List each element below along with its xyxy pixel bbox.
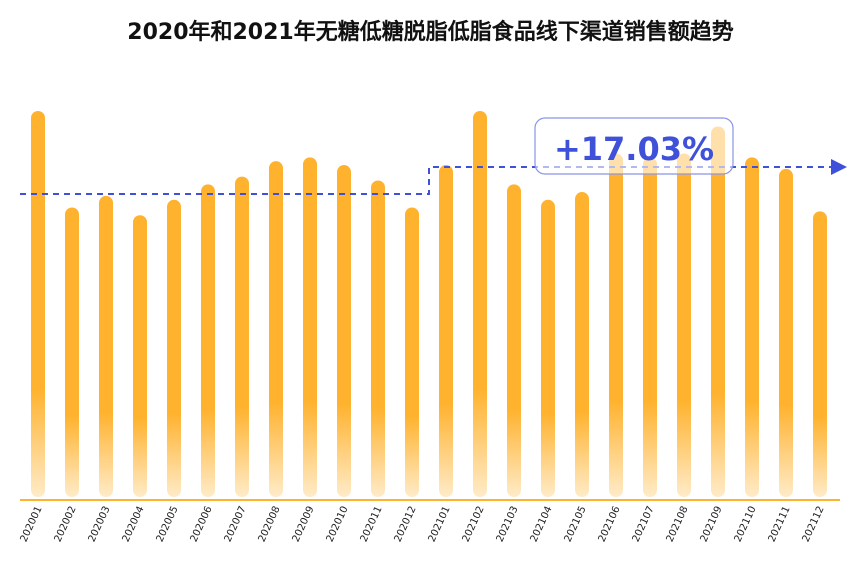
bar-202003 <box>99 195 113 498</box>
bar-202107 <box>643 157 657 497</box>
bar-202106 <box>609 153 623 497</box>
x-tick-label: 202005 <box>155 505 181 544</box>
x-tick-label: 202011 <box>359 505 385 544</box>
bar-202007 <box>235 176 249 497</box>
x-tick-label: 202105 <box>563 505 589 544</box>
x-tick-label: 202102 <box>461 505 487 544</box>
bar-202101 <box>439 165 453 498</box>
x-tick-label: 202003 <box>87 505 113 544</box>
x-tick-label: 202007 <box>223 505 249 544</box>
x-tick-label: 202002 <box>53 505 79 544</box>
bar-202009 <box>303 157 317 497</box>
x-tick-label: 202103 <box>495 505 521 544</box>
bar-202002 <box>65 207 79 497</box>
x-tick-label: 202110 <box>733 505 759 544</box>
bar-202105 <box>575 192 589 497</box>
bar-202008 <box>269 161 283 497</box>
x-tick-label: 202006 <box>189 505 215 544</box>
x-tick-label: 202101 <box>427 505 453 544</box>
bar-202109 <box>711 126 725 497</box>
x-tick-label: 202111 <box>767 505 793 544</box>
x-tick-label: 202109 <box>699 505 725 544</box>
bar-202102 <box>473 111 487 497</box>
chart-title: 2020年和2021年无糖低糖脱脂低脂食品线下渠道销售额趋势 <box>127 20 734 45</box>
x-tick-label: 202104 <box>529 505 555 544</box>
bar-202011 <box>371 180 385 498</box>
bar-202005 <box>167 199 181 497</box>
x-tick-label: 202107 <box>631 505 657 544</box>
x-tick-label: 202112 <box>801 505 827 544</box>
bar-202112 <box>813 211 827 498</box>
x-tick-label: 202008 <box>257 505 283 544</box>
bar-202012 <box>405 207 419 497</box>
bar-202001 <box>31 111 45 497</box>
bar-202006 <box>201 184 215 497</box>
x-tick-label: 202010 <box>325 505 351 544</box>
bar-202104 <box>541 199 555 497</box>
x-tick-label: 202108 <box>665 505 691 544</box>
x-tick-label: 202012 <box>393 505 419 544</box>
bar-202004 <box>133 215 147 497</box>
x-tick-label: 202009 <box>291 505 317 544</box>
x-tick-label: 202106 <box>597 505 623 544</box>
bar-202111 <box>779 168 793 497</box>
x-tick-label: 202001 <box>19 505 45 544</box>
bar-202010 <box>337 165 351 498</box>
bar-202110 <box>745 157 759 497</box>
growth-annotation: +17.03% <box>554 130 714 168</box>
bar-202108 <box>677 153 691 497</box>
annotation-box <box>534 117 734 175</box>
bar-202103 <box>507 184 521 497</box>
x-tick-label: 202004 <box>121 505 147 544</box>
